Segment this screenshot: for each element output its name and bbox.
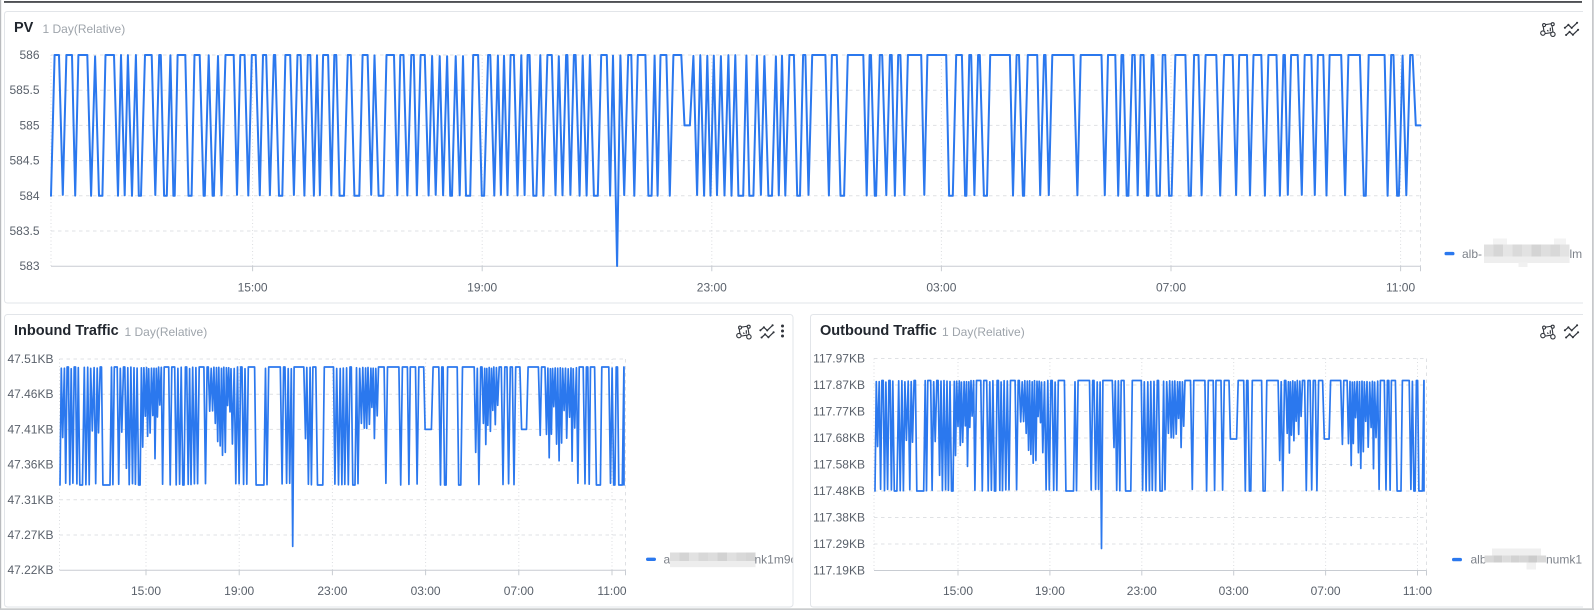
svg-text:583.5: 583.5 — [9, 224, 39, 238]
svg-text:Outbound Traffic: Outbound Traffic — [820, 323, 937, 339]
svg-text:11:00: 11:00 — [1386, 281, 1415, 295]
svg-text:47.51KB: 47.51KB — [7, 352, 53, 366]
svg-text:19:00: 19:00 — [1035, 584, 1065, 598]
svg-text:47.31KB: 47.31KB — [7, 493, 53, 507]
svg-text:117.87KB: 117.87KB — [813, 378, 865, 392]
svg-text:nk1m9cl: nk1m9cl — [755, 553, 800, 567]
svg-text:a: a — [664, 553, 671, 567]
svg-text:07:00: 07:00 — [504, 584, 534, 598]
svg-text:584.5: 584.5 — [9, 154, 39, 168]
svg-text:117.19KB: 117.19KB — [813, 564, 865, 578]
svg-text:07:00: 07:00 — [1156, 281, 1186, 295]
svg-text:586: 586 — [19, 48, 39, 62]
svg-text:47.36KB: 47.36KB — [7, 458, 53, 472]
svg-text:584: 584 — [19, 189, 39, 203]
svg-text:1 Day(Relative): 1 Day(Relative) — [942, 325, 1025, 339]
svg-text:15:00: 15:00 — [131, 584, 161, 598]
svg-text:117.68KB: 117.68KB — [813, 431, 865, 445]
svg-text:117.58KB: 117.58KB — [813, 458, 865, 472]
svg-text:585.5: 585.5 — [9, 83, 39, 97]
svg-text:03:00: 03:00 — [1219, 584, 1249, 598]
svg-text:alb-: alb- — [1462, 247, 1482, 261]
svg-text:1 Day(Relative): 1 Day(Relative) — [125, 325, 208, 339]
svg-text:11:00: 11:00 — [597, 584, 626, 598]
svg-text:117.77KB: 117.77KB — [813, 405, 865, 419]
svg-text:117.29KB: 117.29KB — [813, 537, 865, 551]
svg-text:23:00: 23:00 — [697, 281, 727, 295]
svg-text:lmˈ: lmˈ — [1570, 247, 1587, 261]
svg-text:07:00: 07:00 — [1311, 584, 1341, 598]
svg-text:03:00: 03:00 — [926, 281, 956, 295]
svg-text:47.41KB: 47.41KB — [7, 422, 53, 436]
svg-text:47.22KB: 47.22KB — [7, 563, 53, 577]
svg-text:Inbound Traffic: Inbound Traffic — [14, 323, 119, 339]
svg-text:23:00: 23:00 — [1127, 584, 1157, 598]
svg-text:numk1r: numk1r — [1546, 553, 1586, 567]
svg-text:PV: PV — [14, 20, 34, 36]
svg-text:15:00: 15:00 — [238, 281, 268, 295]
svg-text:117.48KB: 117.48KB — [813, 484, 865, 498]
svg-text:11:00: 11:00 — [1403, 584, 1432, 598]
svg-text:03:00: 03:00 — [411, 584, 441, 598]
svg-text:47.27KB: 47.27KB — [7, 528, 53, 542]
svg-text:585: 585 — [19, 118, 39, 132]
svg-text:23:00: 23:00 — [317, 584, 347, 598]
svg-text:117.38KB: 117.38KB — [813, 511, 865, 525]
svg-text:117.97KB: 117.97KB — [813, 352, 865, 366]
svg-text:1 Day(Relative): 1 Day(Relative) — [43, 22, 126, 36]
svg-text:19:00: 19:00 — [224, 584, 254, 598]
svg-text:583: 583 — [19, 259, 39, 273]
svg-text:47.46KB: 47.46KB — [7, 387, 53, 401]
svg-text:15:00: 15:00 — [943, 584, 973, 598]
svg-text:19:00: 19:00 — [467, 281, 497, 295]
svg-text:alb: alb — [1471, 553, 1487, 567]
